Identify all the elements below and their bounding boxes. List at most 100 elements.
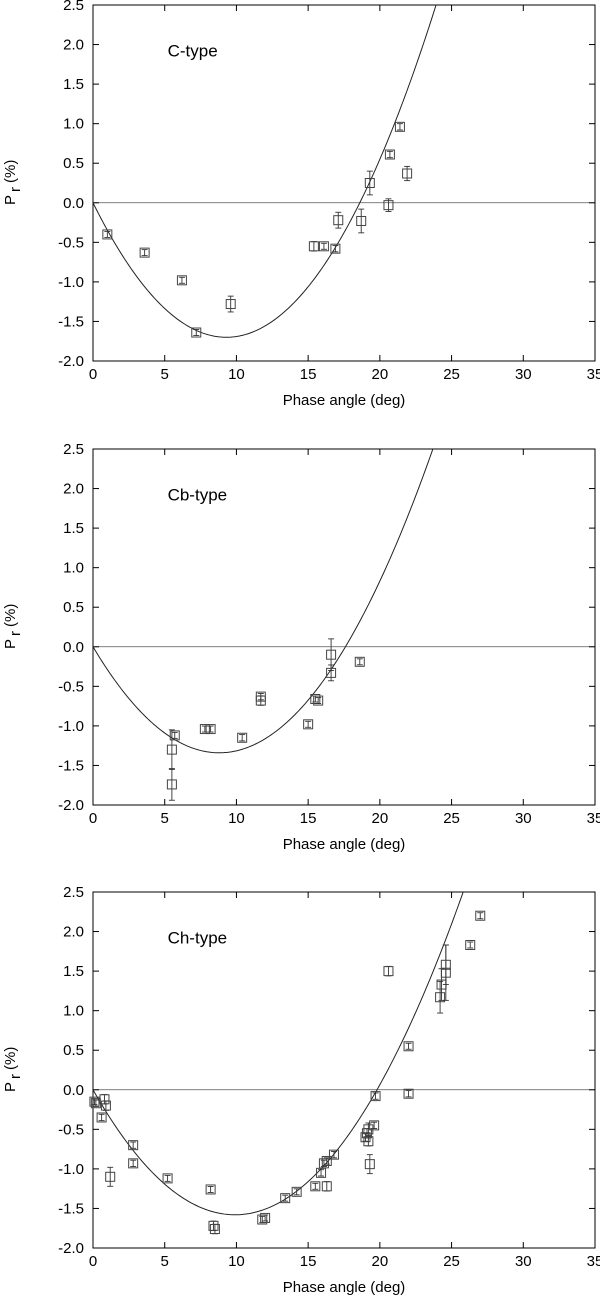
y-tick-label: 1.5 [63, 963, 84, 980]
x-tick-label: 25 [443, 366, 460, 383]
data-marker [318, 241, 329, 252]
x-tick-label: 25 [443, 1253, 460, 1270]
data-marker [176, 275, 187, 286]
chart-panel-3: 0 5 10 15 20 25 30 35 -2.0 -1.5 -1.0 -0.5 0.0 0.5 1.0 1… [2, 884, 600, 1296]
x-tick-label: 15 [300, 810, 317, 827]
y-axis-title-main: P [2, 195, 19, 205]
x-tick-label: 15 [300, 366, 317, 383]
x-tick-label: 0 [89, 366, 97, 383]
plot-frame [92, 891, 596, 1249]
data-marker [280, 1193, 291, 1204]
data-marker [100, 1100, 111, 1111]
data-marker [105, 1171, 116, 1182]
y-tick-label: 0.5 [63, 599, 84, 616]
fit-curve [93, 449, 434, 754]
data-point [237, 732, 248, 743]
chart-panel-1: 0 5 10 15 20 25 30 35 -2.0 -1.5 -1.0 -0.5 0.0 0.5 1.0 1… [2, 0, 600, 409]
y-tick-label: 1.0 [63, 1003, 84, 1020]
data-marker [291, 1186, 302, 1197]
data-point [260, 1212, 271, 1223]
data-marker [361, 1128, 372, 1139]
data-point [99, 1094, 110, 1105]
data-marker [128, 1140, 139, 1151]
data-point [225, 295, 236, 313]
data-point [208, 1220, 219, 1232]
data-marker [191, 327, 202, 338]
y-axis-title-main: P [2, 1082, 19, 1092]
y-tick-label: -0.5 [58, 678, 84, 695]
data-marker [333, 215, 344, 226]
data-point [318, 241, 329, 252]
data-marker [308, 241, 319, 252]
y-tick-label: 2.5 [63, 0, 84, 14]
data-marker [394, 121, 405, 132]
data-marker [199, 724, 210, 735]
y-tick-label: -1.5 [58, 1200, 84, 1217]
data-marker [96, 1112, 107, 1123]
y-axis-title-unit: (%) [2, 604, 19, 627]
y-tick-label: 0.0 [63, 639, 84, 656]
fit-curve [93, 5, 437, 338]
y-tick-label: 1.0 [63, 116, 84, 133]
data-point [313, 695, 324, 706]
data-marker [356, 215, 367, 226]
data-marker [403, 1088, 414, 1099]
y-axis-title: Pr (%) [2, 604, 24, 649]
data-point [384, 149, 395, 160]
y-axis-title-unit: (%) [2, 160, 19, 183]
data-marker [225, 299, 236, 310]
data-point [328, 1149, 339, 1160]
panel-label: C-type [168, 41, 218, 60]
x-axis-title: Phase angle (deg) [283, 392, 406, 409]
x-tick-label: 10 [228, 810, 245, 827]
data-point [465, 940, 476, 951]
data-point [128, 1158, 139, 1169]
x-axis-title: Phase angle (deg) [283, 1279, 406, 1296]
data-marker [205, 724, 216, 735]
x-tick-label: 5 [161, 366, 169, 383]
data-marker [310, 1181, 321, 1192]
data-marker [139, 247, 150, 258]
data-marker [465, 940, 476, 951]
data-point [363, 1122, 374, 1137]
data-marker [475, 910, 486, 921]
data-point [475, 910, 486, 921]
data-point [105, 1166, 116, 1187]
data-marker [128, 1158, 139, 1169]
data-marker [321, 1155, 332, 1166]
y-tick-label: 1.0 [63, 560, 84, 577]
data-point [310, 1181, 321, 1192]
x-axis-title: Phase angle (deg) [283, 836, 406, 853]
data-point [303, 719, 314, 730]
data-marker [363, 1124, 374, 1135]
y-tick-label: 1.5 [63, 520, 84, 537]
data-point [363, 1136, 374, 1147]
data-marker [321, 1181, 332, 1192]
x-tick-label: 25 [443, 810, 460, 827]
y-tick-label: 0.5 [63, 155, 84, 172]
data-point [356, 208, 367, 234]
x-tick-label: 20 [372, 366, 389, 383]
data-point [364, 170, 375, 196]
data-point [169, 730, 180, 741]
data-point [255, 695, 266, 706]
y-tick-label: -1.5 [58, 313, 84, 330]
data-point [369, 1120, 380, 1131]
y-tick-label: -2.0 [58, 1240, 84, 1257]
y-axis-title-main: P [2, 639, 19, 649]
y-axis-title-sub: r [7, 1074, 24, 1079]
y-tick-label: 1.5 [63, 76, 84, 93]
data-point [330, 243, 341, 254]
data-point [403, 1041, 414, 1052]
data-point [162, 1173, 173, 1184]
data-point [191, 327, 202, 338]
data-point [291, 1186, 302, 1197]
data-point [435, 980, 446, 1014]
y-tick-label: -0.5 [58, 234, 84, 251]
data-marker [383, 200, 394, 211]
data-marker [255, 695, 266, 706]
data-marker [303, 719, 314, 730]
data-marker [313, 695, 324, 706]
data-point [205, 1184, 216, 1195]
